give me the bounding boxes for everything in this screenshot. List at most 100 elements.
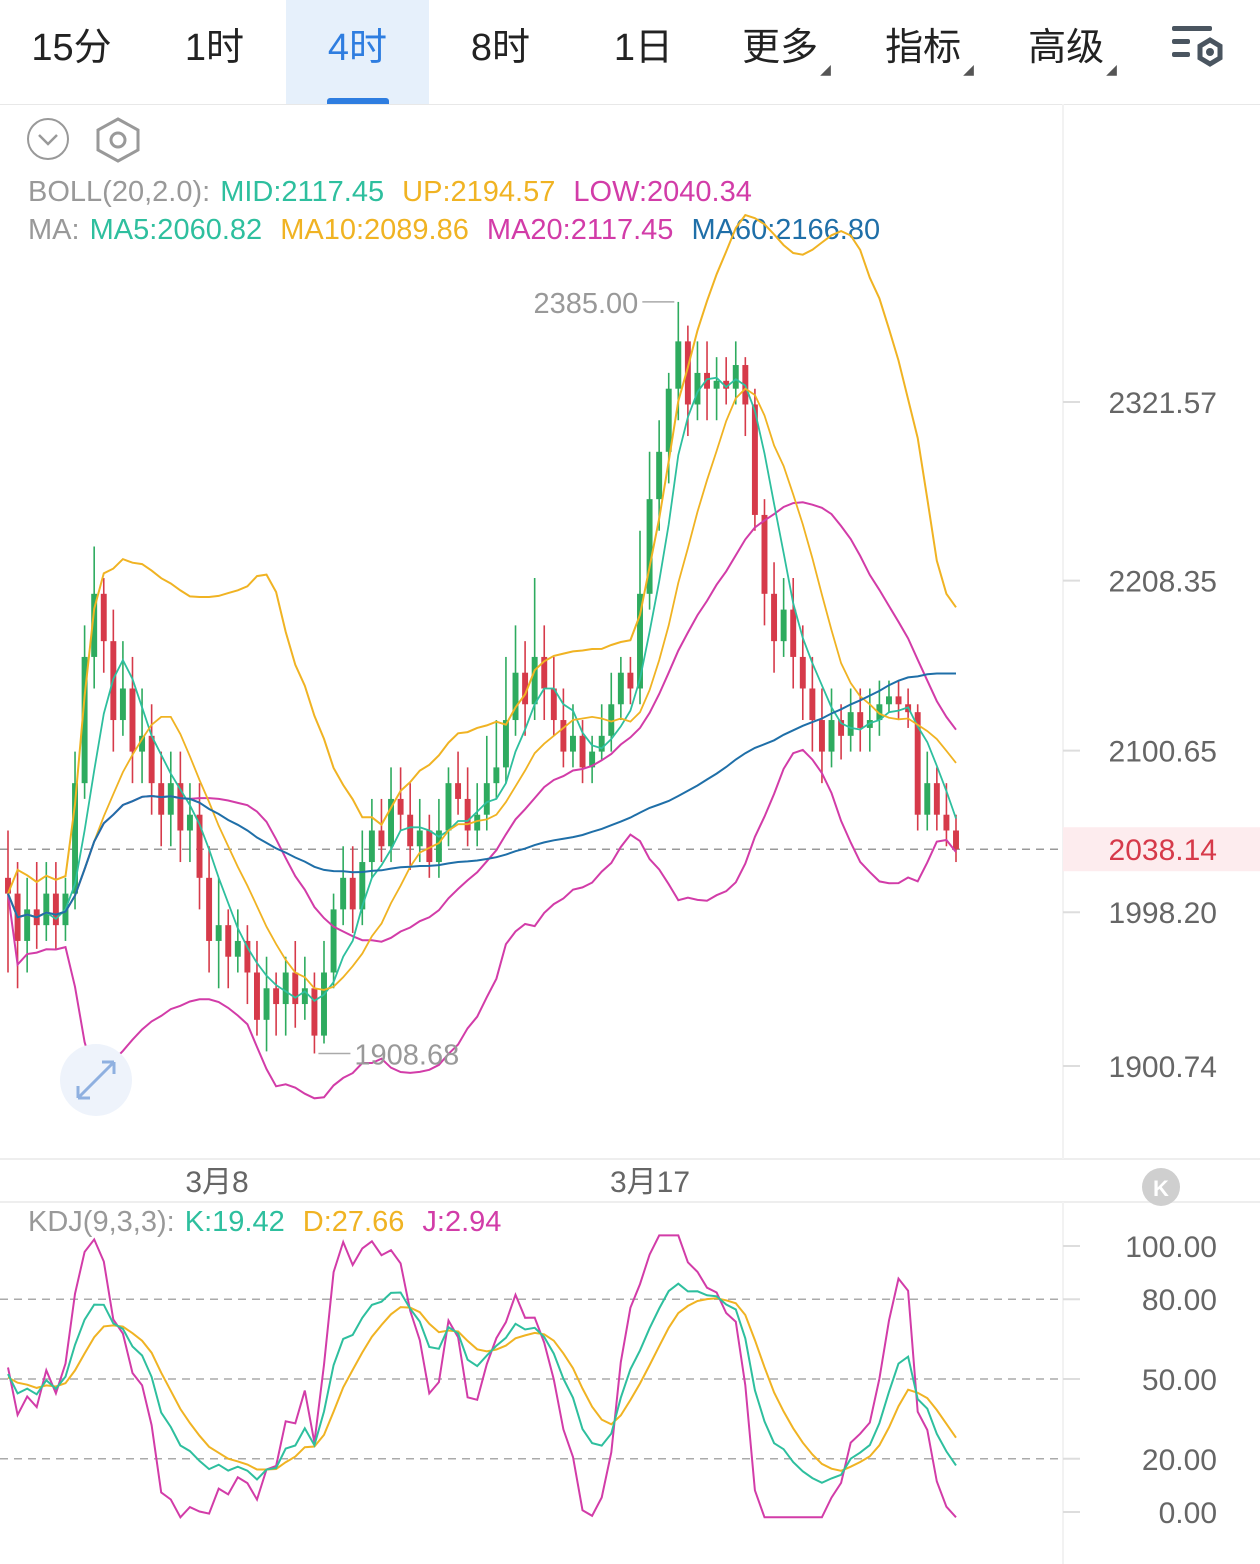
price-tick-label: 2208.35	[1109, 566, 1217, 599]
tab-2[interactable]: 4时	[286, 0, 429, 104]
candle-down-body	[723, 380, 730, 389]
candle-up-body	[493, 767, 500, 784]
candle-down-body	[254, 972, 260, 1020]
boll-lower-band	[7, 748, 957, 1100]
tab-5[interactable]: 更多 ◢	[715, 0, 858, 104]
candle-up-body	[24, 909, 31, 941]
boll-low: LOW:2040.34	[573, 176, 752, 208]
candle-down-body	[943, 814, 950, 831]
kline-chart[interactable]: 2321.57 2208.35 2100.65 1998.20 1900.74 2038.…	[0, 104, 1260, 1564]
chart-settings-icon	[1172, 26, 1223, 67]
candle-up-body	[637, 593, 643, 689]
candle-up-body	[617, 672, 624, 705]
candle-down-body	[464, 798, 471, 831]
tab-3[interactable]: 8时	[429, 0, 572, 104]
kdj-j-line	[7, 1234, 957, 1520]
candle-up-body	[646, 499, 653, 594]
kdj-d: D:27.66	[302, 1206, 405, 1238]
tab-7[interactable]: 高级 ◢	[1001, 0, 1144, 104]
candle-down-body	[426, 830, 433, 863]
candle-up-body	[139, 735, 146, 752]
candle-down-body	[953, 830, 959, 850]
price-tick-label: 1998.20	[1109, 897, 1217, 930]
tab-label: 1日	[613, 27, 674, 69]
candle-down-body	[550, 688, 557, 721]
candle-up-body	[416, 830, 423, 847]
tab-0[interactable]: 15分	[0, 0, 143, 104]
tab-label: 指标	[885, 27, 962, 69]
tab-6[interactable]: 指标 ◢	[858, 0, 1001, 104]
kdj-label: KDJ(9,3,3):	[28, 1206, 175, 1238]
kdj-tick-label: 50.00	[1142, 1364, 1217, 1397]
tab-label: 8时	[470, 27, 531, 69]
tab-1[interactable]: 1时	[143, 0, 286, 104]
candle-up-body	[445, 783, 452, 831]
rewind-icon: K	[1153, 1176, 1169, 1201]
tab-label: 4时	[327, 27, 388, 69]
candle-up-body	[502, 720, 509, 768]
kdj-tick-label: 20.00	[1142, 1444, 1217, 1477]
kdj-tick-label: 80.00	[1142, 1284, 1217, 1317]
candle-down-body	[244, 940, 251, 973]
candle-up-body	[732, 365, 739, 389]
candle-up-body	[321, 972, 327, 1036]
candle-down-body	[129, 688, 136, 752]
expand-arrows-icon	[76, 1060, 116, 1100]
tab-label: 15分	[31, 27, 112, 69]
candle-up-body	[167, 783, 174, 815]
kdj-k-line	[7, 1282, 957, 1484]
boll-indicator-line: BOLL(20,2.0): MID:2117.45 UP:2194.57 LOW…	[28, 176, 762, 209]
ma5-value: MA5:2060.82	[89, 214, 263, 246]
chart-settings-button[interactable]	[1166, 20, 1230, 76]
hexagon-settings-icon	[109, 131, 127, 149]
date-axis-label: 3月17	[610, 1166, 690, 1199]
candle-down-body	[292, 972, 299, 1005]
boll-mid: MID:2117.45	[220, 176, 385, 208]
candle-up-body	[512, 672, 519, 721]
tab-4[interactable]: 1日	[572, 0, 715, 104]
boll-upper-band	[7, 213, 957, 894]
candle-up-body	[589, 751, 596, 768]
date-axis-label: 3月8	[185, 1166, 248, 1199]
candle-up-body	[847, 712, 854, 736]
last-price-badge	[1063, 827, 1260, 872]
low-price-marker: 1908.68	[354, 1039, 459, 1071]
candle-up-body	[713, 380, 720, 389]
candle-up-body	[474, 814, 481, 831]
candle-down-body	[914, 712, 921, 815]
candle-down-body	[560, 720, 567, 752]
candle-up-body	[780, 609, 787, 642]
high-price-marker: 2385.00	[533, 288, 638, 320]
candle-up-body	[531, 656, 538, 705]
candle-down-body	[771, 593, 778, 642]
candle-down-body	[407, 814, 414, 847]
candle-up-body	[43, 893, 50, 926]
candle-down-body	[704, 372, 710, 389]
ma-indicator-line: MA: MA5:2060.82 MA10:2089.86 MA20:2117.4…	[28, 214, 890, 247]
candle-down-body	[196, 814, 203, 878]
price-tick-label: 2100.65	[1109, 736, 1217, 769]
candle-down-body	[273, 988, 280, 1005]
candle-down-body	[206, 877, 213, 941]
kdj-j: J:2.94	[422, 1206, 502, 1238]
last-price-label: 2038.14	[1109, 834, 1217, 867]
candle-down-body	[579, 735, 586, 768]
candle-up-body	[598, 735, 605, 752]
ma10-line	[7, 387, 957, 991]
ma20-value: MA20:2117.45	[486, 214, 674, 246]
price-tick-label: 2321.57	[1109, 387, 1217, 420]
tab-label: 更多	[742, 27, 819, 69]
active-tab-indicator	[326, 98, 389, 104]
candle-up-body	[570, 735, 576, 752]
ma5-line	[7, 376, 957, 1003]
dropdown-triangle-icon: ◢	[963, 61, 974, 77]
candle-down-body	[818, 720, 825, 752]
candle-down-body	[5, 877, 11, 894]
candle-down-body	[522, 672, 529, 705]
tab-label: 高级	[1028, 27, 1105, 69]
candle-up-body	[282, 972, 289, 1005]
rewind-icon	[1142, 1168, 1180, 1206]
candle-up-body	[924, 783, 931, 815]
candle-up-body	[608, 704, 615, 736]
dropdown-triangle-icon: ◢	[1106, 61, 1117, 77]
